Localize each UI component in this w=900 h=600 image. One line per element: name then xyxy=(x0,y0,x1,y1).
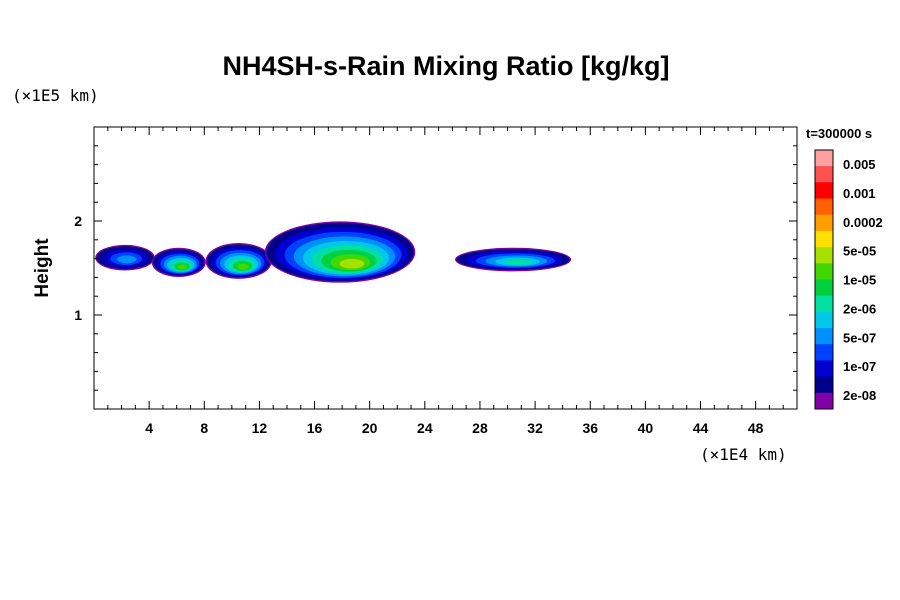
colorbar-swatch xyxy=(815,344,833,361)
colorbar-swatch xyxy=(815,279,833,297)
colorbar-label: 0.005 xyxy=(843,157,876,172)
colorbar-swatch xyxy=(815,166,833,183)
colorbar-swatch xyxy=(815,182,833,200)
y-tick-label: 1 xyxy=(74,307,82,323)
x-tick-label: 16 xyxy=(307,420,323,436)
shaded-region-3 xyxy=(205,243,272,279)
x-tick-label: 8 xyxy=(200,420,208,436)
x-tick-label: 36 xyxy=(582,420,598,436)
chart-title: NH4SH-s-Rain Mixing Ratio [kg/kg] xyxy=(222,51,669,81)
x-tick-label: 4 xyxy=(145,420,153,436)
colorbar: 0.005 0.001 0.0002 5e-05 1e-05 2e-06 5e-07 1e-0… xyxy=(814,149,883,410)
y-axis-label: Height xyxy=(32,238,53,298)
y-axis-unit: (×1E5 km) xyxy=(12,86,99,105)
x-tick-label: 32 xyxy=(527,420,543,436)
x-tick-label: 48 xyxy=(748,420,764,436)
contour-level-9 xyxy=(339,258,365,269)
colorbar-swatch xyxy=(815,328,833,345)
contour-level-8 xyxy=(177,264,188,270)
colorbar-label: 5e-05 xyxy=(843,244,876,259)
colorbar-swatch xyxy=(815,295,833,313)
x-tick-label: 44 xyxy=(693,420,709,436)
colorbar-swatch xyxy=(815,214,833,232)
x-tick-label: 20 xyxy=(362,420,378,436)
colorbar-swatch xyxy=(815,392,833,410)
x-axis-unit: (×1E4 km) xyxy=(700,445,787,464)
y-tick-label: 2 xyxy=(74,213,82,229)
colorbar-swatch xyxy=(815,150,833,167)
contour-level-8 xyxy=(237,263,250,270)
colorbar-label: 5e-07 xyxy=(843,330,876,345)
x-tick-label: 28 xyxy=(472,420,488,436)
colorbar-swatch xyxy=(815,360,833,378)
colorbar-label: 1e-05 xyxy=(843,273,876,288)
shaded-region-2 xyxy=(151,247,206,278)
colorbar-label: 0.0002 xyxy=(843,215,883,230)
colorbar-swatch xyxy=(815,247,833,264)
colorbar-swatch xyxy=(815,230,833,248)
shaded-region-4 xyxy=(264,221,416,283)
colorbar-swatch xyxy=(815,376,833,394)
colorbar-label: 2e-06 xyxy=(843,301,876,316)
colorbar-swatch xyxy=(815,198,833,216)
plot-area xyxy=(95,221,572,283)
colorbar-frame xyxy=(814,149,834,410)
colorbar-swatch xyxy=(815,311,833,329)
colorbar-label: 1e-07 xyxy=(843,359,876,374)
x-tick-label: 40 xyxy=(638,420,654,436)
colorbar-label: 0.001 xyxy=(843,186,876,201)
colorbar-title: t=300000 s xyxy=(806,126,872,141)
shaded-region-5 xyxy=(455,247,572,272)
plot-frame xyxy=(93,126,798,410)
contour-level-6 xyxy=(504,259,533,265)
contour-level-4 xyxy=(116,255,137,264)
colorbar-swatch xyxy=(815,263,833,280)
shaded-region-1 xyxy=(95,244,155,271)
x-tick-label: 12 xyxy=(252,420,268,436)
colorbar-label: 2e-08 xyxy=(843,388,876,403)
x-tick-label: 24 xyxy=(417,420,433,436)
